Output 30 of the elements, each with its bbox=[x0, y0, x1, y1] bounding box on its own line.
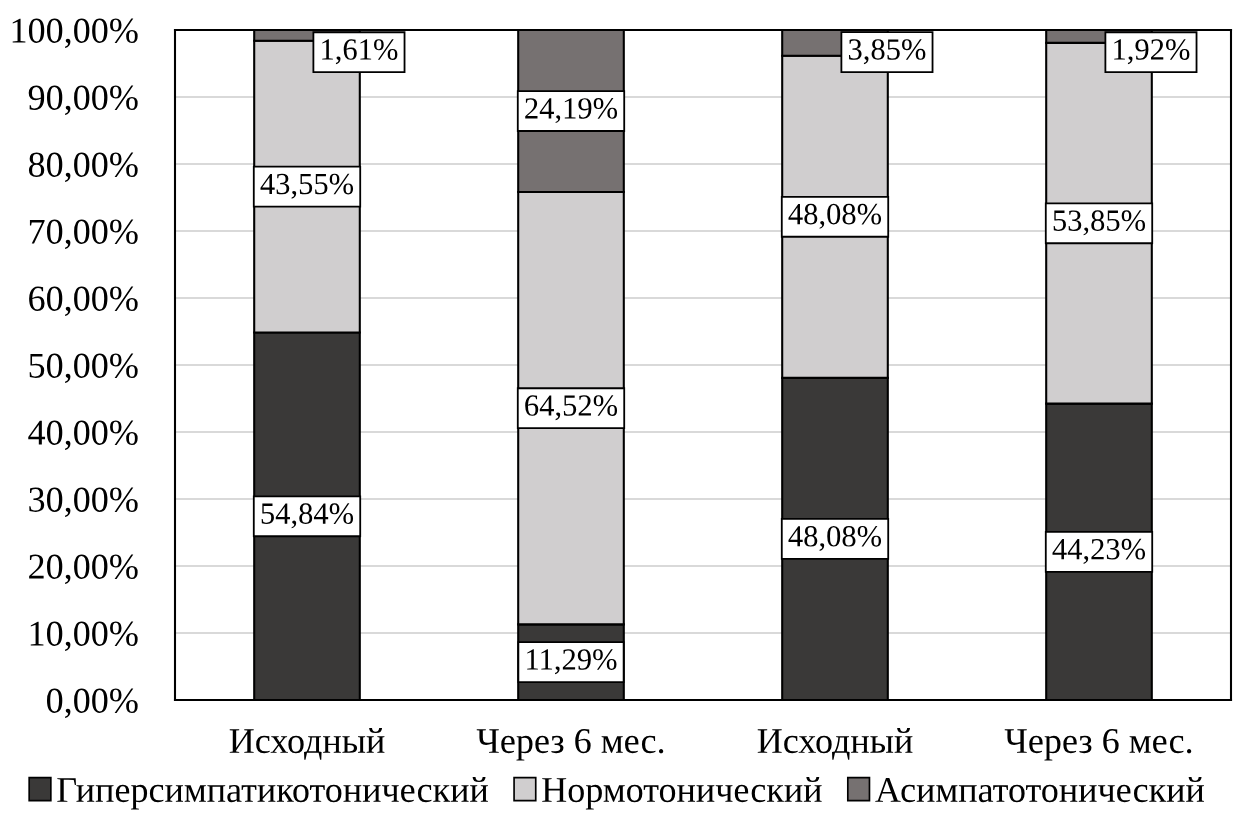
data-label: 44,23% bbox=[1052, 538, 1146, 564]
x-tick-label: Исходный bbox=[757, 728, 913, 760]
y-tick-label: 50,00% bbox=[29, 353, 138, 384]
data-label: 48,08% bbox=[788, 203, 882, 229]
data-label: 64,52% bbox=[525, 395, 618, 421]
y-tick-label: 90,00% bbox=[28, 85, 138, 116]
y-tick-label: 40,00% bbox=[28, 420, 138, 451]
legend-label: Гиперсимпатикотонический bbox=[57, 777, 488, 810]
data-label: 48,08% bbox=[788, 525, 882, 551]
data-label: 24,19% bbox=[525, 98, 618, 124]
y-tick-label: 70,00% bbox=[29, 219, 138, 250]
y-tick-label: 20,00% bbox=[29, 554, 138, 585]
legend-label: Асимпатотонический bbox=[875, 777, 1204, 803]
data-label: 11,29% bbox=[527, 649, 617, 675]
y-tick-label: 80,00% bbox=[28, 152, 138, 183]
data-label: 3,85% bbox=[848, 39, 926, 65]
legend-label: Нормотонический bbox=[542, 777, 822, 810]
y-tick-label: 60,00% bbox=[29, 286, 138, 317]
x-tick-label: Через 6 мес. bbox=[1004, 728, 1192, 761]
x-tick-label: Через 6 мес. bbox=[476, 728, 664, 761]
data-label: 43,55% bbox=[260, 173, 354, 199]
y-tick-label: 30,00% bbox=[29, 487, 138, 518]
data-label: 1,61% bbox=[322, 39, 398, 65]
y-tick-label: 100,00% bbox=[12, 18, 138, 49]
y-tick-label: 10,00% bbox=[30, 621, 138, 652]
data-label: 53,85% bbox=[1053, 210, 1146, 236]
x-tick-label: Исходный bbox=[229, 728, 385, 760]
y-tick-label: 0,00% bbox=[46, 688, 138, 719]
data-label: 1,92% bbox=[1114, 39, 1190, 65]
data-label: 54,84% bbox=[261, 503, 354, 529]
